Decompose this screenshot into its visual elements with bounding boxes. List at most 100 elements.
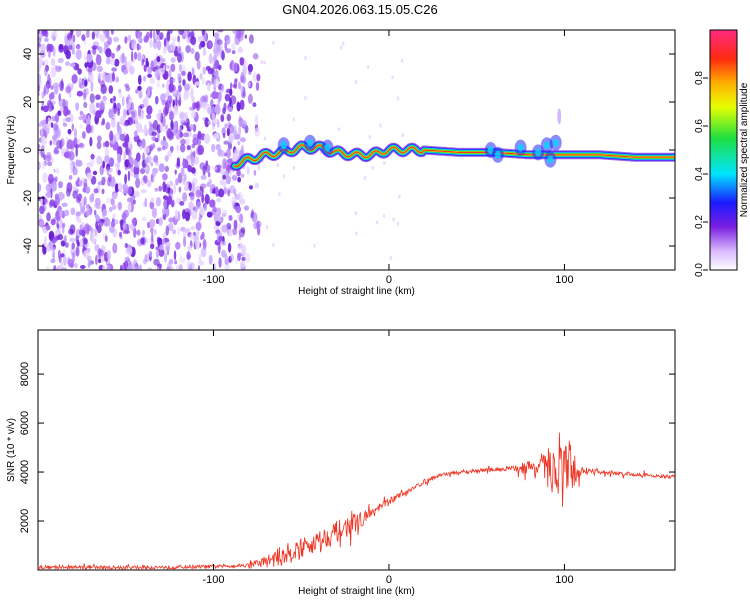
noise-blob [84,79,88,87]
noise-blob [64,242,69,248]
noise-blob [76,90,84,97]
noise-blob [182,257,186,264]
noise-blob [70,114,74,123]
noise-blob [354,211,357,216]
noise-blob [391,75,394,80]
noise-blob [38,149,41,155]
noise-blob [182,79,186,87]
noise-blob [187,71,192,82]
noise-blob [229,253,235,262]
noise-blob [119,231,122,238]
noise-blob [392,217,395,222]
noise-blob [156,80,160,88]
noise-blob [43,59,49,67]
noise-blob [200,247,207,258]
noise-blob [60,267,67,270]
noise-blob [180,138,186,145]
noise-blob [204,203,207,212]
noise-blob [53,265,57,270]
noise-blob [130,39,137,46]
noise-blob [104,155,110,163]
noise-blob [104,140,110,148]
noise-blob [44,66,48,77]
noise-blob [155,160,159,166]
noise-blob [169,76,174,85]
noise-blob [177,73,182,82]
noise-blob [396,221,400,226]
noise-blob [108,206,113,212]
noise-blob [217,93,222,101]
noise-blob [207,82,211,92]
noise-blob [64,235,67,244]
noise-blob [193,150,196,158]
ridge-disturbance [557,108,562,125]
noise-blob [203,104,206,111]
noise-blob [175,178,179,186]
noise-blob [159,244,164,251]
noise-blob [50,246,56,251]
noise-blob [225,175,231,185]
noise-blob [124,173,127,185]
noise-blob [216,120,220,128]
noise-blob [52,82,60,88]
noise-blob [123,230,131,235]
noise-blob [133,130,138,137]
noise-blob [244,252,251,264]
noise-blob [86,162,93,168]
noise-blob [43,198,48,204]
noise-blob [58,181,63,189]
noise-blob [190,36,197,46]
noise-blob [134,115,138,127]
noise-blob [39,205,45,215]
noise-blob [292,165,296,170]
noise-blob [208,41,213,48]
noise-blob [175,129,182,140]
noise-blob [52,138,58,146]
noise-blob [150,60,155,72]
noise-blob [101,176,106,186]
noise-blob [117,153,122,164]
noise-blob [100,218,105,223]
noise-blob [85,186,91,194]
noise-blob [149,250,153,258]
noise-blob [38,76,41,87]
noise-blob [227,189,231,197]
noise-blob [66,139,74,150]
noise-blob [215,186,219,198]
noise-blob [124,36,128,44]
noise-blob [84,223,90,234]
noise-blob [221,50,225,61]
noise-blob [68,44,73,50]
noise-blob [91,237,96,244]
noise-blob [108,85,114,94]
noise-blob [75,146,78,157]
noise-blob [138,264,142,270]
noise-blob [200,234,203,241]
noise-blob [244,34,247,39]
noise-blob [125,145,128,156]
noise-blob [168,100,172,108]
noise-blob [93,188,99,194]
ridge-disturbance-core [494,150,501,159]
noise-blob [133,160,138,168]
noise-blob [161,99,166,106]
noise-blob [137,31,142,40]
noise-blob [62,122,68,127]
noise-blob [71,242,75,250]
noise-blob [155,250,160,259]
noise-blob [108,167,113,173]
noise-blob [68,175,73,180]
noise-blob [40,197,43,206]
noise-blob [241,75,247,84]
noise-blob [110,197,115,206]
noise-blob [169,111,174,121]
noise-blob [78,116,83,121]
noise-blob [135,177,141,189]
noise-blob [161,238,166,246]
noise-blob [45,115,49,125]
noise-blob [140,180,145,186]
snr-panel: -100 0 100 2000 4000 6000 8000 Height of strai… [6,329,676,597]
noise-blob [304,96,307,101]
noise-blob [179,111,185,120]
noise-blob [92,170,98,176]
